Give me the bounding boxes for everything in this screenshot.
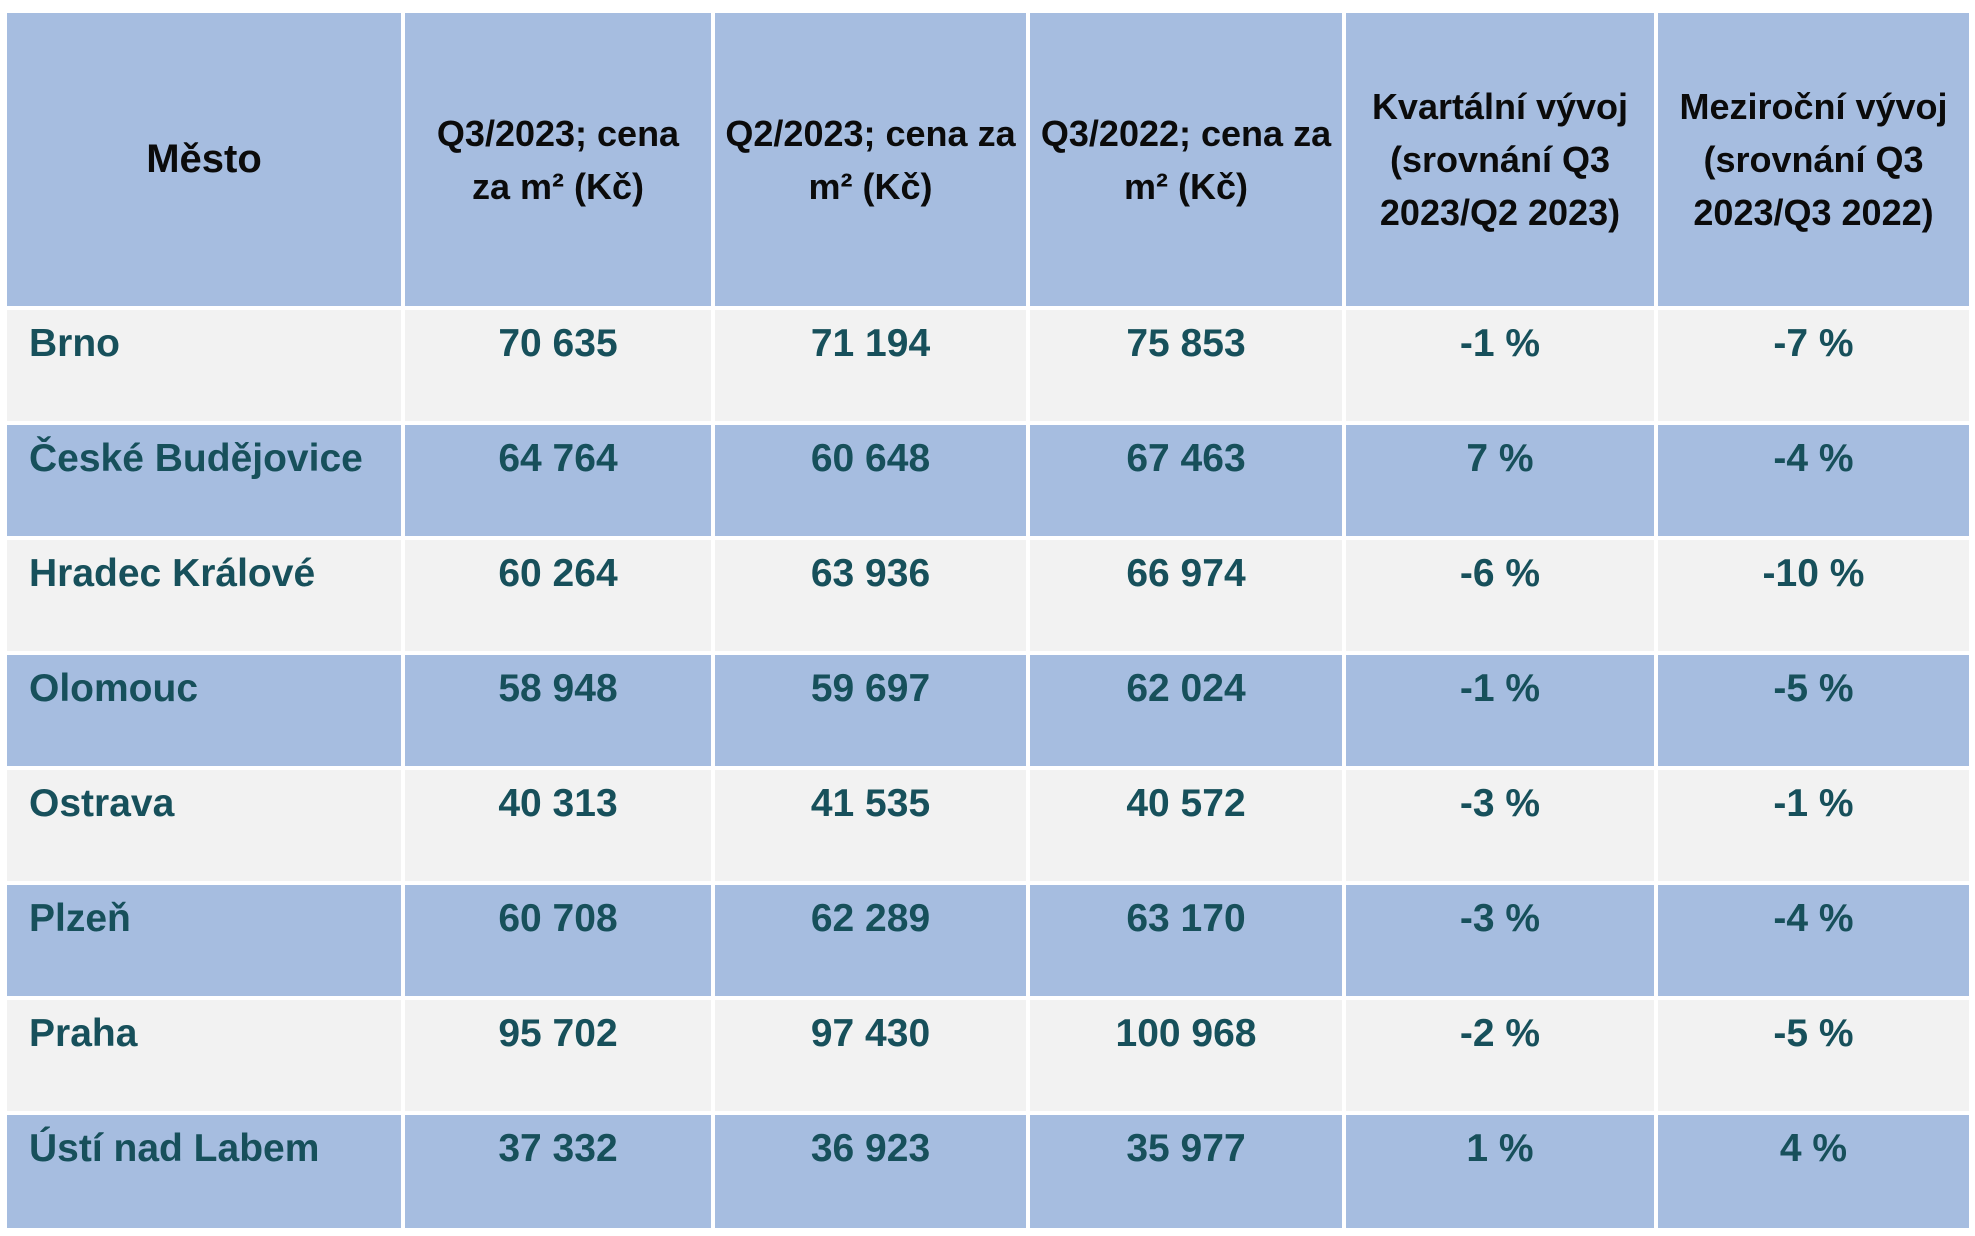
price-q2-2023-cell: 36 923 [715,1115,1030,1228]
quarterly-change-cell: -2 % [1346,1000,1658,1115]
price-q3-2023-cell: 60 264 [405,540,715,655]
price-q3-2023-cell: 70 635 [405,310,715,425]
price-q3-2022-cell: 35 977 [1030,1115,1346,1228]
city-cell: Plzeň [7,885,405,1000]
quarterly-change-cell: -1 % [1346,655,1658,770]
header-q3-2023: Q3/2023; cena za m² (Kč) [405,13,715,310]
header-quarterly-change: Kvartální vývoj (srovnání Q3 2023/Q2 202… [1346,13,1658,310]
price-q3-2023-cell: 40 313 [405,770,715,885]
table-row: Praha 95 702 97 430 100 968 -2 % -5 % [7,1000,1969,1115]
yearly-change-cell: -4 % [1658,885,1969,1000]
price-q3-2022-cell: 67 463 [1030,425,1346,540]
price-q3-2022-cell: 62 024 [1030,655,1346,770]
city-cell: Ústí nad Labem [7,1115,405,1228]
quarterly-change-cell: -1 % [1346,310,1658,425]
quarterly-change-cell: 1 % [1346,1115,1658,1228]
price-table-container: Město Q3/2023; cena za m² (Kč) Q2/2023; … [7,13,1969,1228]
price-q2-2023-cell: 71 194 [715,310,1030,425]
yearly-change-cell: -4 % [1658,425,1969,540]
quarterly-change-cell: -3 % [1346,885,1658,1000]
yearly-change-cell: -7 % [1658,310,1969,425]
quarterly-change-cell: 7 % [1346,425,1658,540]
price-q3-2022-cell: 40 572 [1030,770,1346,885]
city-cell: Hradec Králové [7,540,405,655]
yearly-change-cell: -1 % [1658,770,1969,885]
header-yearly-change: Meziroční vývoj (srovnání Q3 2023/Q3 202… [1658,13,1969,310]
price-q3-2023-cell: 95 702 [405,1000,715,1115]
price-q3-2023-cell: 64 764 [405,425,715,540]
yearly-change-cell: 4 % [1658,1115,1969,1228]
price-q2-2023-cell: 62 289 [715,885,1030,1000]
city-cell: Ostrava [7,770,405,885]
city-cell: Brno [7,310,405,425]
quarterly-change-cell: -3 % [1346,770,1658,885]
price-q2-2023-cell: 97 430 [715,1000,1030,1115]
header-q2-2023: Q2/2023; cena za m² (Kč) [715,13,1030,310]
table-row: Ústí nad Labem 37 332 36 923 35 977 1 % … [7,1115,1969,1228]
table-row: Ostrava 40 313 41 535 40 572 -3 % -1 % [7,770,1969,885]
quarterly-change-cell: -6 % [1346,540,1658,655]
yearly-change-cell: -10 % [1658,540,1969,655]
price-q2-2023-cell: 41 535 [715,770,1030,885]
price-q2-2023-cell: 63 936 [715,540,1030,655]
table-row: Plzeň 60 708 62 289 63 170 -3 % -4 % [7,885,1969,1000]
yearly-change-cell: -5 % [1658,655,1969,770]
price-q3-2022-cell: 75 853 [1030,310,1346,425]
city-cell: Praha [7,1000,405,1115]
city-cell: Olomouc [7,655,405,770]
price-table: Město Q3/2023; cena za m² (Kč) Q2/2023; … [7,13,1969,1228]
price-q3-2023-cell: 60 708 [405,885,715,1000]
price-q2-2023-cell: 59 697 [715,655,1030,770]
price-q3-2023-cell: 58 948 [405,655,715,770]
table-row: České Budějovice 64 764 60 648 67 463 7 … [7,425,1969,540]
yearly-change-cell: -5 % [1658,1000,1969,1115]
table-row: Hradec Králové 60 264 63 936 66 974 -6 %… [7,540,1969,655]
city-cell: České Budějovice [7,425,405,540]
header-row: Město Q3/2023; cena za m² (Kč) Q2/2023; … [7,13,1969,310]
price-q3-2022-cell: 63 170 [1030,885,1346,1000]
header-q3-2022: Q3/2022; cena za m² (Kč) [1030,13,1346,310]
price-q2-2023-cell: 60 648 [715,425,1030,540]
header-city: Město [7,13,405,310]
price-q3-2022-cell: 100 968 [1030,1000,1346,1115]
price-q3-2022-cell: 66 974 [1030,540,1346,655]
price-q3-2023-cell: 37 332 [405,1115,715,1228]
table-row: Brno 70 635 71 194 75 853 -1 % -7 % [7,310,1969,425]
table-row: Olomouc 58 948 59 697 62 024 -1 % -5 % [7,655,1969,770]
